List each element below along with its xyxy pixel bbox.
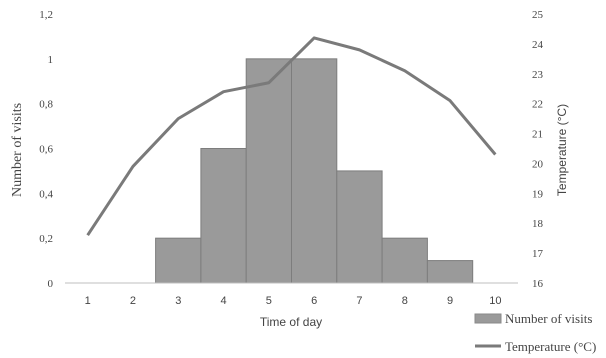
- y-right-tick-label: 23: [532, 69, 544, 81]
- x-tick-label: 7: [356, 295, 362, 307]
- bar: [426, 260, 474, 284]
- legend: Number of visits Temperature (°C): [474, 311, 596, 354]
- x-tick-label: 9: [447, 295, 453, 307]
- x-tick-label: 4: [220, 295, 226, 307]
- y-right-tick-label: 16: [532, 278, 544, 290]
- y-left-tick-label: 0,4: [39, 188, 53, 200]
- y-left-axis-title: Number of visits: [10, 103, 25, 197]
- x-tick-label: 8: [402, 295, 408, 307]
- y-right-tick-label: 25: [532, 9, 544, 21]
- legend-bar-label: Number of visits: [505, 311, 592, 326]
- y-right-axis-title: Temperature (°C): [555, 104, 569, 196]
- y-right-tick-label: 21: [532, 129, 543, 141]
- y-right-tick-label: 20: [532, 158, 544, 170]
- y-right-tick-label: 18: [532, 218, 544, 230]
- y-left-tick-label: 0,6: [39, 144, 53, 156]
- x-tick-label: 3: [175, 295, 181, 307]
- bar: [245, 58, 292, 284]
- y-right-tick-label: 17: [532, 248, 544, 260]
- bar-series: [155, 58, 474, 284]
- y-right-tick-label: 24: [532, 39, 544, 51]
- bar: [336, 170, 383, 284]
- y-right-tick-label: 19: [532, 188, 544, 200]
- y-left-tick-label: 0: [48, 278, 54, 290]
- bar: [200, 148, 247, 284]
- x-tick-label: 6: [311, 295, 317, 307]
- y-left-tick-label: 0,8: [39, 99, 53, 111]
- x-tick-labels: 1 2 3 4 5 6 7 8 9 10: [85, 295, 502, 307]
- y-left-tick-label: 1,2: [39, 9, 53, 21]
- bar: [155, 237, 202, 284]
- x-axis-title: Time of day: [260, 315, 322, 329]
- x-tick-label: 2: [130, 295, 136, 307]
- y-left-tick-labels: 0 0,2 0,4 0,6 0,8 1 1,2: [39, 9, 53, 290]
- x-tick-label: 10: [489, 295, 501, 307]
- bar: [291, 58, 338, 284]
- legend-line-label: Temperature (°C): [505, 339, 596, 354]
- y-right-tick-labels: 16 17 18 19 20 21 22 23 24 25: [532, 9, 544, 290]
- bar: [381, 237, 428, 284]
- y-left-tick-label: 0,2: [39, 233, 53, 245]
- temperature-line: [86, 36, 497, 237]
- y-right-tick-label: 22: [532, 99, 543, 111]
- x-tick-label: 5: [266, 295, 272, 307]
- y-left-tick-label: 1: [48, 54, 54, 66]
- x-tick-label: 1: [85, 295, 91, 307]
- legend-bar-swatch: [474, 313, 502, 324]
